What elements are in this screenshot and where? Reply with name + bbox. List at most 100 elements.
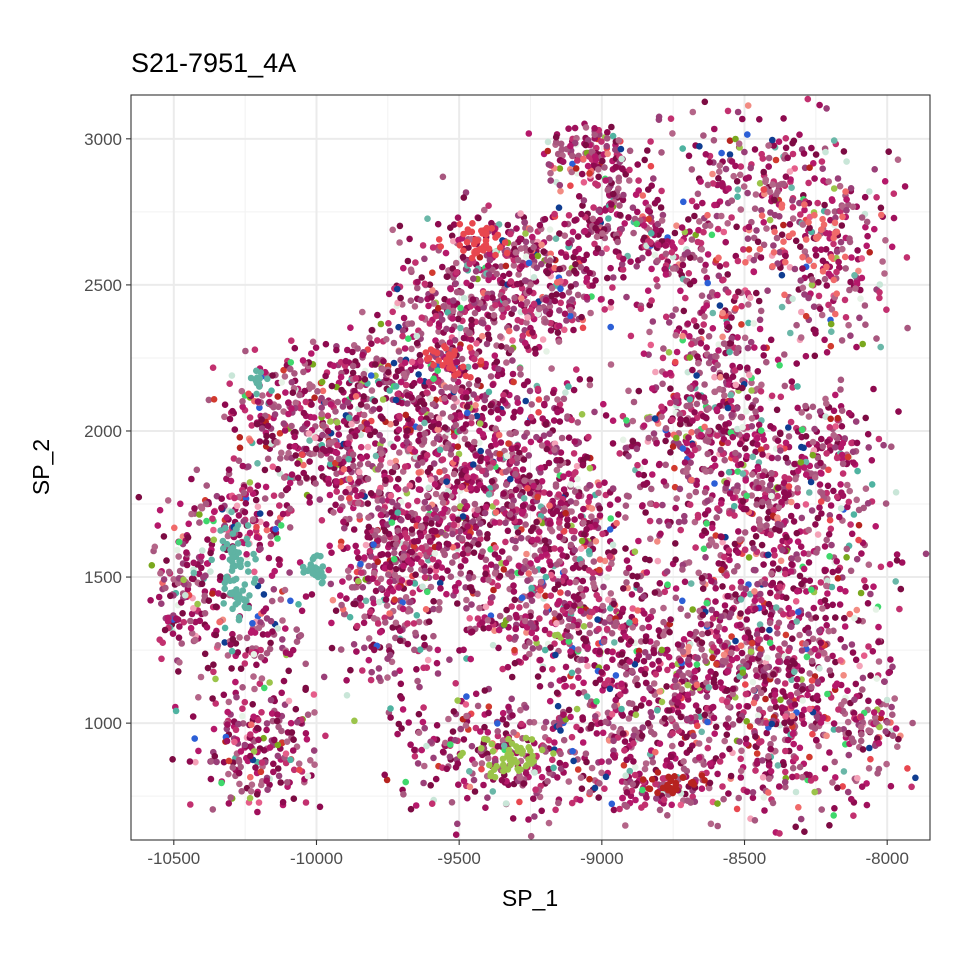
data-point xyxy=(338,601,345,609)
data-point xyxy=(577,585,584,592)
data-point xyxy=(269,463,277,471)
data-point xyxy=(472,402,479,409)
data-point xyxy=(337,494,345,502)
data-point xyxy=(399,327,407,335)
data-point xyxy=(551,610,558,617)
data-point xyxy=(464,441,472,448)
data-point xyxy=(698,728,705,736)
data-point xyxy=(291,443,298,450)
data-point xyxy=(255,624,263,632)
data-point xyxy=(468,628,476,635)
data-point xyxy=(606,501,614,509)
data-point xyxy=(609,485,617,492)
data-point xyxy=(412,629,419,637)
data-point xyxy=(582,637,590,645)
data-point xyxy=(719,309,726,317)
data-point xyxy=(634,573,641,580)
data-point xyxy=(183,549,190,556)
data-point xyxy=(261,466,269,474)
data-point xyxy=(625,715,633,722)
data-point xyxy=(241,698,249,706)
data-point xyxy=(584,662,591,670)
data-point xyxy=(601,306,608,313)
data-point xyxy=(623,293,630,301)
data-point xyxy=(585,547,593,555)
data-point xyxy=(418,559,425,566)
data-point xyxy=(274,752,282,760)
data-point xyxy=(218,495,225,503)
data-point xyxy=(714,361,721,369)
data-point xyxy=(538,478,546,485)
data-point xyxy=(381,771,389,779)
data-point xyxy=(489,641,497,649)
data-point xyxy=(197,673,205,681)
data-point xyxy=(395,323,402,331)
data-point xyxy=(442,532,450,539)
data-point xyxy=(155,593,163,601)
data-point xyxy=(525,259,533,267)
data-point xyxy=(570,386,578,394)
data-point xyxy=(506,614,513,622)
data-point xyxy=(556,322,563,330)
data-point xyxy=(467,336,475,343)
data-point xyxy=(280,677,288,685)
data-point xyxy=(619,605,627,613)
data-point xyxy=(202,500,210,508)
data-point xyxy=(290,795,298,802)
data-point xyxy=(748,387,755,394)
data-point xyxy=(517,406,524,414)
data-point xyxy=(394,730,401,738)
data-point xyxy=(584,162,592,170)
data-point xyxy=(251,346,259,354)
data-point xyxy=(399,706,407,713)
data-point xyxy=(302,684,310,692)
data-point xyxy=(207,549,214,557)
data-point xyxy=(385,320,392,327)
data-point xyxy=(374,620,382,627)
data-point xyxy=(236,634,243,641)
data-point xyxy=(243,634,251,642)
data-point xyxy=(437,585,444,592)
data-point xyxy=(158,655,165,663)
data-point xyxy=(450,403,458,411)
data-point xyxy=(234,649,242,656)
data-point xyxy=(669,312,676,320)
data-point xyxy=(195,694,202,701)
data-point xyxy=(455,781,462,788)
data-point xyxy=(352,487,359,494)
data-point xyxy=(703,344,710,351)
data-point xyxy=(542,318,550,326)
data-point xyxy=(552,806,559,814)
data-point xyxy=(644,287,652,295)
data-point xyxy=(605,215,612,222)
data-point xyxy=(224,708,231,716)
data-point xyxy=(242,500,250,507)
data-point xyxy=(392,619,400,627)
data-point xyxy=(514,529,522,536)
data-point xyxy=(230,455,238,462)
data-point xyxy=(606,526,614,533)
data-point xyxy=(768,392,776,400)
data-point xyxy=(394,485,402,493)
data-point xyxy=(618,705,625,713)
data-point xyxy=(344,567,352,574)
data-point xyxy=(701,313,708,320)
data-point xyxy=(513,280,521,288)
data-point xyxy=(485,491,493,498)
data-point xyxy=(397,378,405,386)
data-point xyxy=(573,366,580,373)
data-point xyxy=(435,328,442,335)
data-point xyxy=(516,604,523,611)
data-point xyxy=(576,796,584,804)
data-point xyxy=(481,723,488,731)
data-point xyxy=(396,637,404,644)
data-point xyxy=(557,546,564,553)
data-point xyxy=(510,414,517,421)
data-point xyxy=(639,624,646,632)
data-point xyxy=(268,572,276,579)
data-point xyxy=(158,600,165,607)
data-point xyxy=(641,649,649,656)
data-point xyxy=(319,421,327,429)
data-point xyxy=(621,220,628,227)
data-point xyxy=(423,451,431,459)
